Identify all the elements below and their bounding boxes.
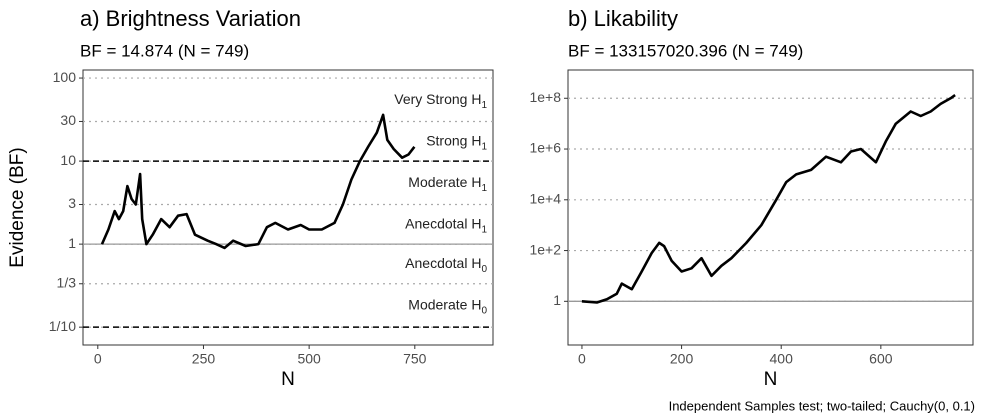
evidence-subscript: 0: [481, 305, 487, 316]
evidence-text: Strong H: [426, 132, 481, 148]
y-tick-label: 1: [553, 292, 561, 308]
chart-title: a) Brightness Variation: [80, 6, 301, 31]
x-tick-label: 0: [94, 351, 102, 367]
y-tick-label: 1: [68, 235, 76, 251]
data-line: [581, 94, 956, 304]
evidence-subscript: 1: [481, 99, 487, 110]
x-tick-label: 750: [403, 351, 427, 367]
y-tick-label: 1/3: [57, 274, 77, 290]
y-tick-label: 1/10: [49, 318, 76, 334]
evidence-label: Anecdotal H1: [405, 215, 487, 235]
evidence-text: Moderate H: [408, 296, 481, 312]
evidence-label: Moderate H1: [408, 174, 487, 194]
plot-frame: [82, 69, 494, 346]
evidence-text: Anecdotal H: [405, 255, 481, 271]
chart-subtitle: BF = 133157020.396 (N = 749): [568, 41, 803, 60]
y-tick-label: 1e+4: [529, 190, 561, 206]
y-tick-label: 1e+6: [529, 140, 561, 156]
x-tick-label: 600: [869, 351, 893, 367]
x-tick-label: 500: [297, 351, 321, 367]
evidence-label: Very Strong H1: [394, 90, 487, 110]
evidence-subscript: 0: [481, 264, 487, 275]
chart-title: b) Likability: [568, 6, 678, 31]
x-tick-label: 0: [578, 351, 586, 367]
evidence-text: Moderate H: [408, 174, 481, 190]
x-axis-title: N: [281, 369, 295, 390]
caption: Independent Samples test; two-tailed; Ca…: [669, 398, 975, 413]
evidence-label: Anecdotal H0: [405, 255, 487, 275]
x-tick-label: 250: [192, 351, 216, 367]
x-tick-label: 200: [670, 351, 694, 367]
y-tick-label: 3: [68, 195, 76, 211]
x-axis-title: N: [764, 369, 778, 390]
y-axis-title: Evidence (BF): [7, 147, 28, 267]
evidence-label: Strong H1: [426, 132, 487, 152]
y-tick-label: 30: [60, 112, 76, 128]
x-tick-label: 400: [770, 351, 794, 367]
evidence-subscript: 1: [481, 182, 487, 193]
evidence-subscript: 1: [481, 141, 487, 152]
chart-subtitle: BF = 14.874 (N = 749): [80, 41, 249, 60]
evidence-subscript: 1: [481, 224, 487, 235]
y-tick-label: 1e+8: [529, 89, 561, 105]
evidence-label: Moderate H0: [408, 296, 487, 316]
evidence-text: Very Strong H: [394, 90, 481, 106]
y-tick-label: 100: [53, 69, 77, 85]
evidence-text: Anecdotal H: [405, 215, 481, 231]
y-tick-label: 10: [60, 152, 76, 168]
data-line: [100, 113, 416, 250]
y-tick-label: 1e+2: [529, 241, 561, 257]
